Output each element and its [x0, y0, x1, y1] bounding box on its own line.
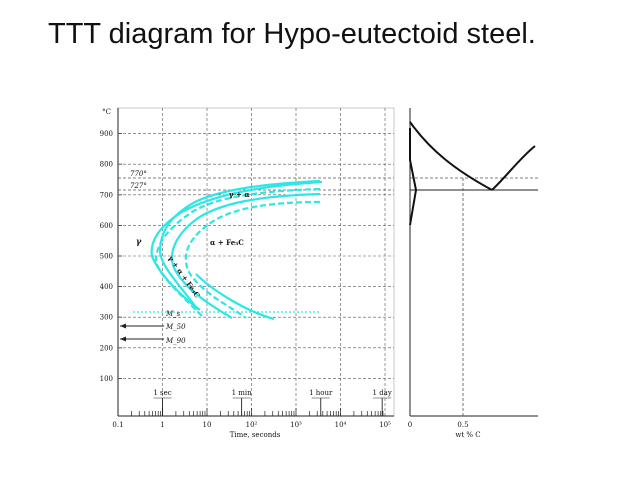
- x-tick-label: 10³: [290, 421, 302, 429]
- x-ticks: 0.1 1 10 10² 10³ 10⁴ 10⁵: [112, 421, 391, 429]
- label-austenite: γ: [136, 236, 142, 246]
- time-mark-label: 1 min: [232, 389, 253, 397]
- a3-line: [409, 121, 493, 191]
- label-ms: M_s: [165, 310, 181, 318]
- y-tick-label: 900: [100, 130, 113, 138]
- label-770: 770°: [130, 170, 147, 178]
- y-tick-label: 400: [100, 283, 113, 291]
- label-727: 727°: [130, 182, 147, 190]
- y-unit-label: °C: [102, 108, 111, 116]
- y-tick-label: 100: [100, 375, 113, 383]
- phase-x-tick-05: 0.5: [457, 421, 468, 429]
- curve-start-inner: [150, 180, 323, 311]
- y-tick-label: 300: [100, 314, 113, 322]
- label-alpha-carbide: α + Fe₃C: [210, 238, 244, 247]
- x-tick-label: 10⁴: [335, 421, 347, 429]
- y-tick-label: 200: [100, 344, 113, 352]
- label-m90: M_90: [165, 337, 186, 345]
- phase-x-label: wt % C: [455, 431, 480, 439]
- x-tick-label: 0.1: [112, 421, 123, 429]
- time-mark-label: 1 sec: [153, 389, 171, 397]
- y-tick-label: 700: [100, 191, 113, 199]
- curve-finish-lower: [195, 273, 275, 321]
- transformation-curves: [150, 179, 323, 321]
- phase-x-tick-0: 0: [408, 421, 412, 429]
- phase-diagram: 0 0.5 wt % C: [408, 108, 538, 439]
- m90-arrowhead: [120, 336, 126, 342]
- x-tick-label: 10²: [246, 421, 258, 429]
- alpha-solvus: [409, 128, 418, 226]
- x-minor-ticks: [117, 408, 384, 416]
- x-axis-label: Time, seconds: [230, 431, 281, 439]
- label-m50: M_50: [165, 323, 186, 331]
- x-tick-label: 1: [160, 421, 164, 429]
- curve-gamma-alpha: [154, 187, 321, 319]
- plot-frame: [117, 107, 395, 417]
- time-mark-label: 1 day: [373, 389, 392, 397]
- y-tick-label: 500: [100, 253, 113, 261]
- y-tick-label: 600: [100, 222, 113, 230]
- vertical-gridlines: [162, 108, 386, 416]
- curve-middle: [171, 192, 321, 319]
- m50-arrowhead: [120, 323, 126, 329]
- y-tick-label: 800: [100, 161, 113, 169]
- slide-title: TTT diagram for Hypo-eutectoid steel.: [48, 18, 536, 50]
- horizontal-gridlines: [118, 133, 394, 379]
- x-tick-label: 10⁵: [379, 421, 391, 429]
- time-mark-label: 1 hour: [309, 389, 333, 397]
- label-gamma-alpha: γ + α: [229, 190, 250, 199]
- curve-50: [184, 200, 321, 319]
- x-tick-label: 10: [203, 421, 212, 429]
- acm-line: [491, 145, 536, 191]
- y-ticks: 100 200 300 400 500 600 700 800 900: [100, 130, 122, 383]
